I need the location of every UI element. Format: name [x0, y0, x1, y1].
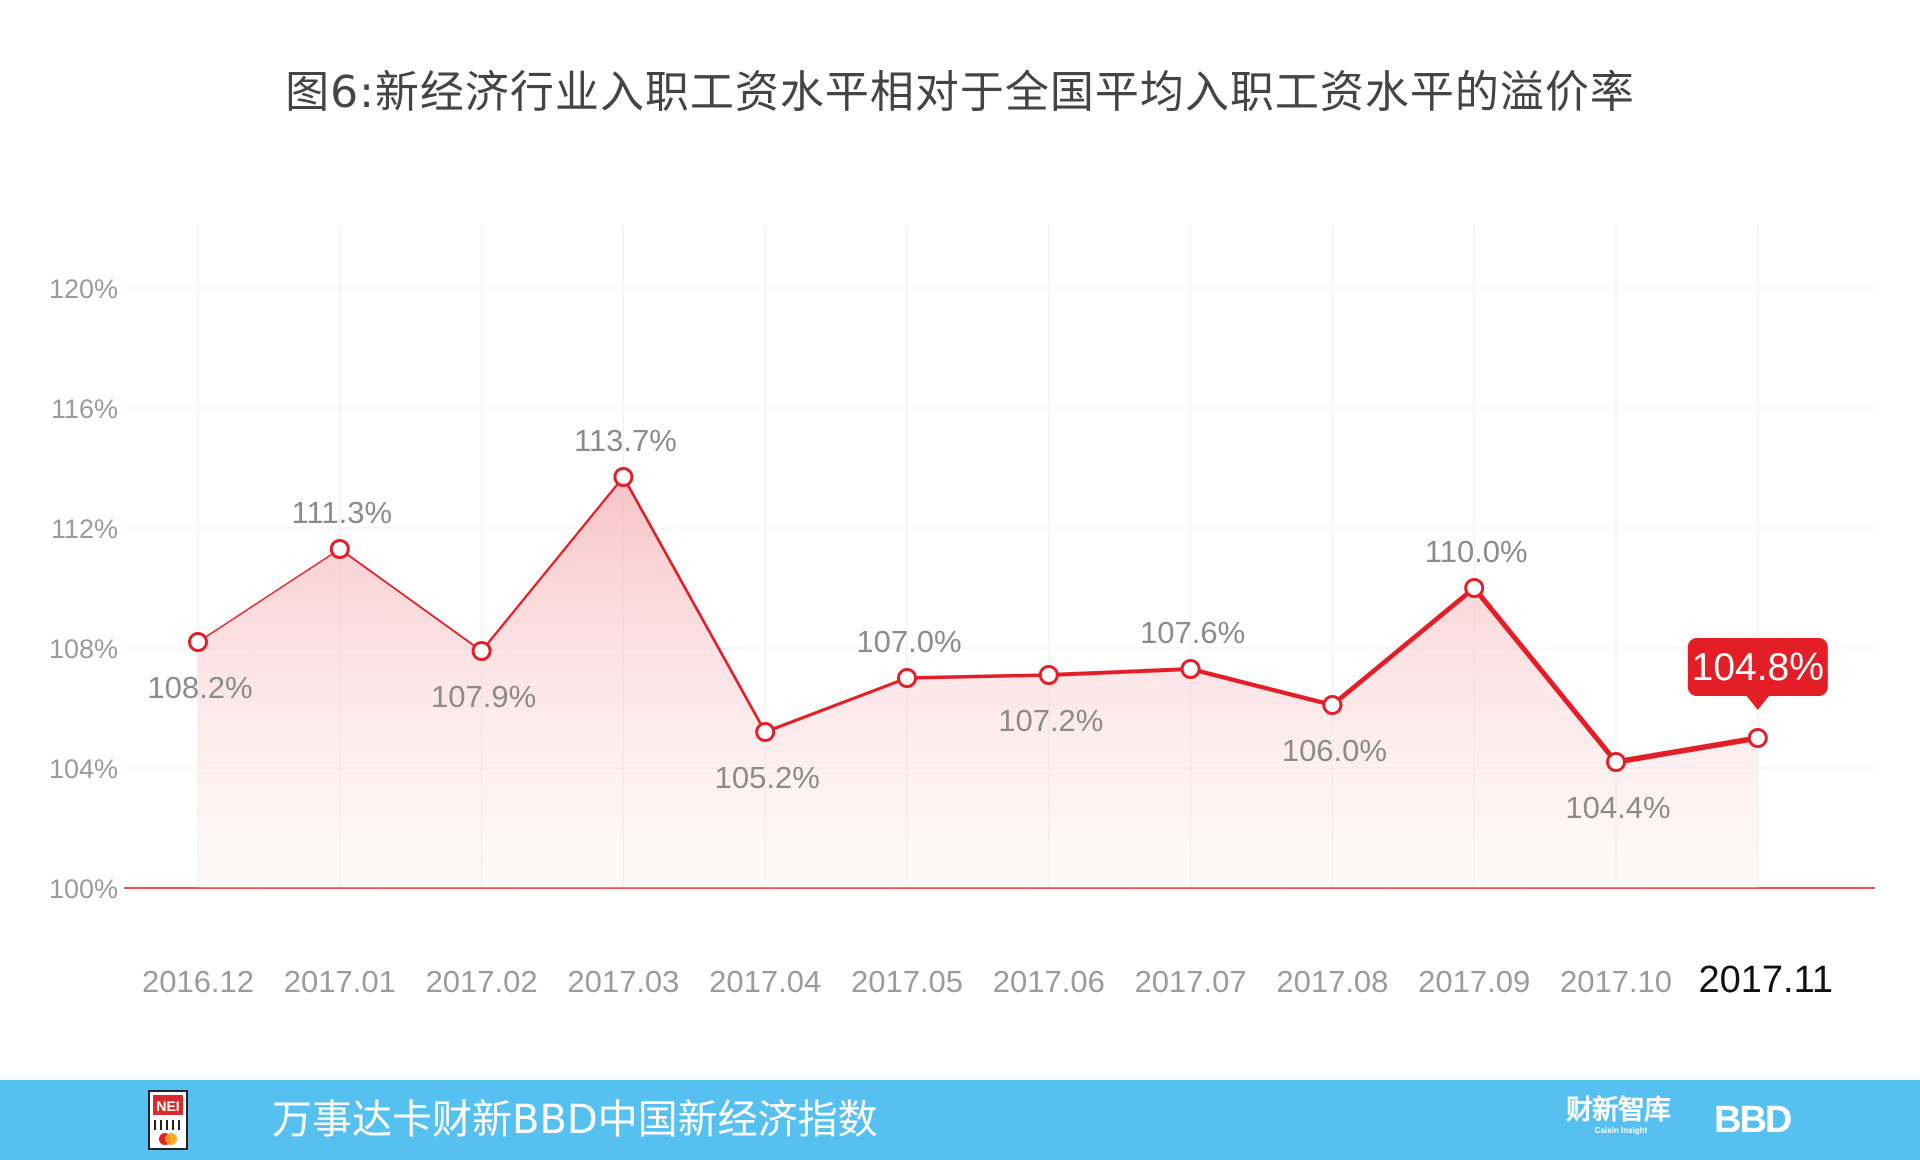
line-segment: [197, 548, 341, 643]
data-label: 104.4%: [1565, 790, 1670, 825]
line-segment: [1046, 667, 1193, 677]
x-tick-label: 2017.05: [851, 964, 963, 999]
data-point: [188, 632, 208, 652]
x-tick-label: 2017.10: [1560, 964, 1672, 999]
footer-bar: NEI 万事达卡财新BBD中国新经济指数 财新智库 Caixin Insight…: [0, 1080, 1920, 1160]
data-label: 106.0%: [1282, 733, 1387, 768]
caixin-brand-cn: 财新智库: [1566, 1095, 1671, 1126]
svg-text:NEI: NEI: [156, 1098, 179, 1114]
x-tick-label: 2017.07: [1135, 964, 1247, 999]
footer-index-name: 万事达卡财新BBD中国新经济指数: [272, 1097, 878, 1143]
x-tick-label: 2017.11: [1699, 959, 1834, 1001]
nei-logo-icon: NEI: [148, 1090, 188, 1150]
x-axis: 2016.12 2017.01 2017.02 2017.03 2017.04 2017.…: [142, 959, 1833, 1001]
data-label: 110.0%: [1425, 534, 1528, 569]
chart-area: 100%104%108%112%116%120% 2016.12 2017.01 2…: [49, 225, 1875, 1001]
x-tick-label: 2017.08: [1276, 964, 1388, 999]
data-label: 107.2%: [998, 703, 1103, 738]
callout-label: 104.8%: [1687, 638, 1828, 710]
line-segment: [622, 475, 767, 734]
line-segment: [1471, 585, 1619, 765]
x-tick-label: 2017.04: [709, 964, 821, 999]
line-segment: [763, 676, 909, 734]
area-fill-path: [198, 477, 1758, 888]
data-point: [471, 641, 492, 661]
data-label: 104.8%: [1692, 646, 1824, 689]
series-line: [197, 475, 1761, 765]
data-point: [329, 539, 350, 559]
data-point: [1464, 578, 1485, 598]
y-tick-label: 104%: [49, 754, 118, 784]
x-tick-label: 2017.06: [993, 964, 1105, 999]
y-tick-label: 116%: [51, 394, 118, 424]
data-label: 107.9%: [431, 679, 536, 714]
data-labels: 108.2% 111.3% 107.9% 113.7% 105.2% 107.0% 107.…: [147, 423, 1828, 825]
line-segment: [1188, 666, 1335, 708]
line-segment: [480, 475, 625, 653]
data-point: [1038, 665, 1059, 685]
data-point: [1747, 728, 1768, 748]
data-points: [188, 467, 1768, 772]
data-point: [613, 467, 634, 487]
area-fill: [198, 477, 1758, 888]
data-label: 111.3%: [292, 495, 393, 530]
data-label: 107.0%: [856, 624, 961, 659]
chart-title: 图6:新经济行业入职工资水平相对于全国平均入职工资水平的溢价率: [285, 67, 1635, 118]
x-tick-label: 2017.09: [1418, 964, 1530, 999]
line-segment: [338, 548, 483, 652]
x-tick-label: 2017.03: [567, 964, 679, 999]
data-point: [1180, 659, 1201, 679]
callout-pointer: [1745, 695, 1770, 710]
caixin-insight-logo: 财新智库 Caixin Insight: [1566, 1096, 1676, 1144]
y-tick-label: 112%: [51, 514, 118, 544]
line-segment: [905, 673, 1051, 680]
bbd-logo: BBD: [1714, 1099, 1792, 1141]
data-label: 105.2%: [715, 760, 820, 795]
data-label: 107.6%: [1140, 615, 1245, 650]
callout-box: [1687, 638, 1828, 696]
y-tick-label: 108%: [49, 634, 118, 664]
data-point: [897, 668, 917, 688]
line-segment: [1613, 735, 1761, 765]
x-tick-label: 2017.02: [426, 964, 538, 999]
data-label: 113.7%: [574, 423, 677, 458]
x-tick-label: 2017.01: [284, 964, 396, 999]
y-tick-label: 100%: [49, 874, 118, 904]
data-point: [755, 722, 776, 742]
y-axis: 100% 104% 108% 112% 116% 120%: [49, 274, 118, 904]
data-point: [1606, 752, 1626, 772]
line-segment: [1330, 585, 1477, 708]
caixin-brand-en: Caixin Insight: [1594, 1126, 1648, 1135]
data-point: [1322, 695, 1343, 715]
x-tick-label: 2016.12: [142, 964, 254, 999]
y-tick-label: 120%: [49, 274, 118, 304]
data-label: 108.2%: [147, 670, 252, 705]
